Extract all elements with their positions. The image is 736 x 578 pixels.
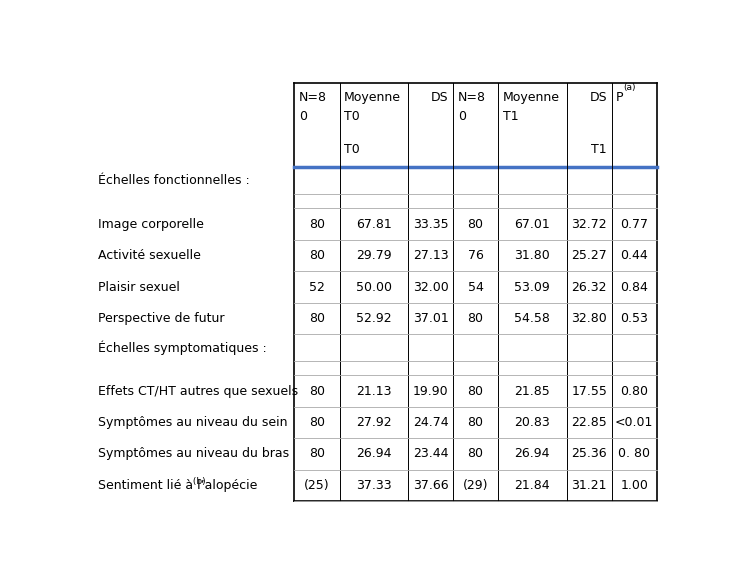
Text: 31.80: 31.80: [514, 249, 551, 262]
Text: 0. 80: 0. 80: [618, 447, 650, 461]
Text: 80: 80: [309, 218, 325, 231]
Text: 52.92: 52.92: [356, 312, 392, 325]
Text: 54.58: 54.58: [514, 312, 551, 325]
Text: 80: 80: [309, 312, 325, 325]
Text: 32.00: 32.00: [413, 280, 448, 294]
Text: 26.94: 26.94: [514, 447, 550, 461]
Text: 27.13: 27.13: [413, 249, 448, 262]
Text: 76: 76: [467, 249, 484, 262]
Text: Activité sexuelle: Activité sexuelle: [98, 249, 201, 262]
Text: (29): (29): [463, 479, 489, 492]
Text: <0.01: <0.01: [615, 416, 654, 429]
Text: T0: T0: [344, 143, 360, 156]
Text: Échelles fonctionnelles :: Échelles fonctionnelles :: [98, 174, 250, 187]
Text: 32.72: 32.72: [571, 218, 607, 231]
Text: Moyenne: Moyenne: [344, 91, 401, 103]
Text: Image corporelle: Image corporelle: [98, 218, 204, 231]
Text: 50.00: 50.00: [355, 280, 392, 294]
Text: Échelles symptomatiques :: Échelles symptomatiques :: [98, 340, 266, 355]
Text: 80: 80: [309, 384, 325, 398]
Text: 67.81: 67.81: [356, 218, 392, 231]
Text: 27.92: 27.92: [356, 416, 392, 429]
Text: 54: 54: [467, 280, 484, 294]
Text: 31.21: 31.21: [571, 479, 607, 492]
Text: 80: 80: [309, 249, 325, 262]
Text: 37.66: 37.66: [413, 479, 448, 492]
Text: 80: 80: [309, 416, 325, 429]
Text: N=8: N=8: [299, 91, 327, 103]
Text: (a): (a): [623, 83, 636, 92]
Text: 24.74: 24.74: [413, 416, 448, 429]
Text: 1.00: 1.00: [620, 479, 648, 492]
Text: Effets CT/HT autres que sexuels: Effets CT/HT autres que sexuels: [98, 384, 298, 398]
Text: 23.44: 23.44: [413, 447, 448, 461]
Text: Plaisir sexuel: Plaisir sexuel: [98, 280, 180, 294]
Text: 80: 80: [309, 447, 325, 461]
Text: 80: 80: [467, 447, 484, 461]
Text: 37.33: 37.33: [356, 479, 392, 492]
Text: 80: 80: [467, 384, 484, 398]
Text: 25.27: 25.27: [571, 249, 607, 262]
Text: 20.83: 20.83: [514, 416, 551, 429]
Text: 33.35: 33.35: [413, 218, 448, 231]
Text: 19.90: 19.90: [413, 384, 448, 398]
Text: 26.32: 26.32: [571, 280, 607, 294]
Text: 0.53: 0.53: [620, 312, 648, 325]
Text: 67.01: 67.01: [514, 218, 551, 231]
Text: Symptômes au niveau du sein: Symptômes au niveau du sein: [98, 416, 287, 429]
Text: 22.85: 22.85: [571, 416, 607, 429]
Text: 26.94: 26.94: [356, 447, 392, 461]
Text: 0.44: 0.44: [620, 249, 648, 262]
Text: 21.85: 21.85: [514, 384, 551, 398]
Text: DS: DS: [590, 91, 607, 103]
Text: 29.79: 29.79: [356, 249, 392, 262]
Text: (25): (25): [304, 479, 330, 492]
Text: 52: 52: [309, 280, 325, 294]
Text: 53.09: 53.09: [514, 280, 551, 294]
Text: N=8: N=8: [458, 91, 486, 103]
Text: Symptômes au niveau du bras: Symptômes au niveau du bras: [98, 447, 289, 461]
Text: 25.36: 25.36: [571, 447, 607, 461]
Text: 17.55: 17.55: [571, 384, 607, 398]
Text: 21.13: 21.13: [356, 384, 392, 398]
Text: Perspective de futur: Perspective de futur: [98, 312, 224, 325]
Text: (b): (b): [190, 477, 205, 486]
Text: P: P: [616, 91, 623, 103]
Text: 0.84: 0.84: [620, 280, 648, 294]
Text: 80: 80: [467, 416, 484, 429]
Text: 0: 0: [458, 110, 466, 123]
Text: Moyenne: Moyenne: [503, 91, 559, 103]
Text: Sentiment lié à l’alopécie: Sentiment lié à l’alopécie: [98, 479, 257, 492]
Text: 0.77: 0.77: [620, 218, 648, 231]
Text: 0.80: 0.80: [620, 384, 648, 398]
Text: DS: DS: [431, 91, 448, 103]
Text: 80: 80: [467, 218, 484, 231]
Text: 21.84: 21.84: [514, 479, 551, 492]
Text: 0: 0: [299, 110, 307, 123]
Text: 37.01: 37.01: [413, 312, 448, 325]
Text: T0: T0: [344, 110, 360, 123]
Text: 32.80: 32.80: [571, 312, 607, 325]
Text: T1: T1: [503, 110, 518, 123]
Text: T1: T1: [592, 143, 607, 156]
Text: 80: 80: [467, 312, 484, 325]
